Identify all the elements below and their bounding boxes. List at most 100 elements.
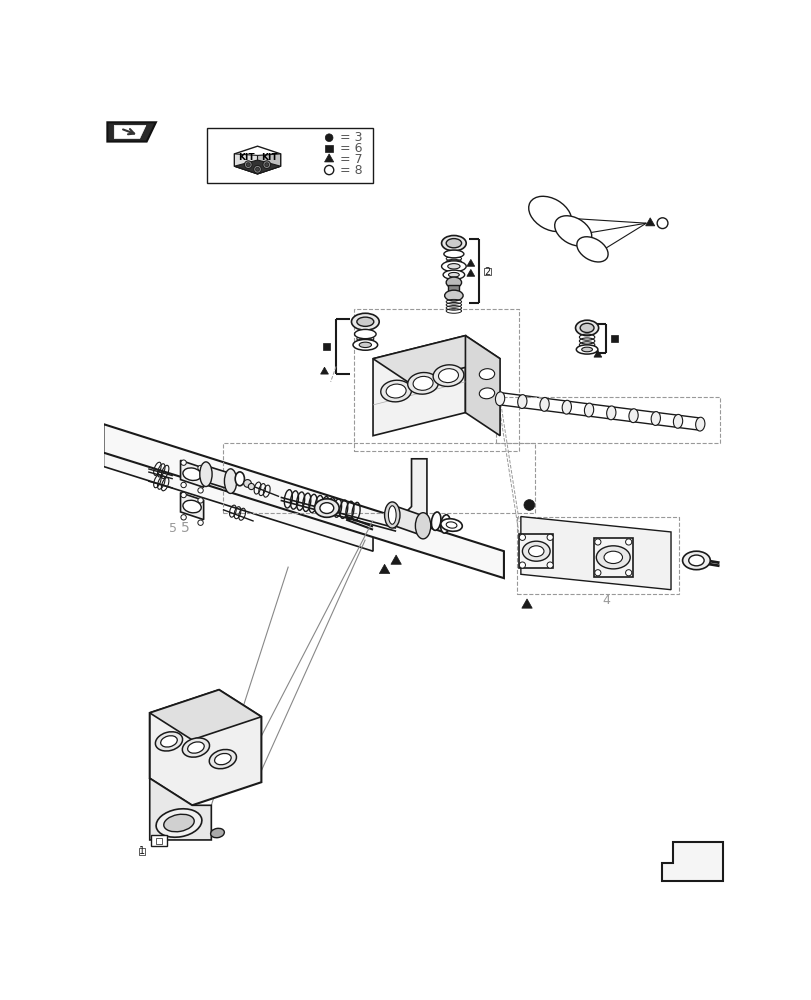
- Bar: [483, 268, 491, 275]
- Ellipse shape: [441, 261, 466, 272]
- Ellipse shape: [603, 551, 622, 564]
- Circle shape: [263, 161, 270, 169]
- Polygon shape: [320, 367, 328, 374]
- Polygon shape: [206, 466, 230, 490]
- Ellipse shape: [495, 392, 504, 406]
- Ellipse shape: [182, 500, 201, 513]
- Bar: [325, 145, 333, 152]
- Circle shape: [181, 515, 186, 520]
- Polygon shape: [103, 447, 372, 551]
- Ellipse shape: [161, 736, 177, 747]
- Ellipse shape: [235, 472, 244, 486]
- Polygon shape: [465, 336, 500, 436]
- Polygon shape: [234, 146, 281, 174]
- Polygon shape: [149, 778, 211, 840]
- Text: 4: 4: [602, 594, 610, 607]
- Polygon shape: [372, 336, 500, 382]
- Ellipse shape: [384, 502, 400, 528]
- Ellipse shape: [521, 541, 550, 561]
- Bar: [519, 534, 552, 568]
- Ellipse shape: [581, 347, 592, 352]
- Ellipse shape: [380, 380, 411, 402]
- Circle shape: [519, 562, 525, 568]
- Polygon shape: [234, 154, 257, 174]
- Circle shape: [324, 165, 333, 175]
- Ellipse shape: [446, 522, 457, 528]
- Bar: [222, 443, 534, 513]
- Bar: [611, 335, 617, 342]
- Polygon shape: [645, 218, 654, 226]
- Bar: [139, 848, 145, 855]
- Polygon shape: [180, 493, 204, 520]
- Text: 5: 5: [169, 522, 177, 535]
- Ellipse shape: [214, 753, 231, 765]
- Circle shape: [198, 520, 203, 525]
- Ellipse shape: [440, 519, 461, 531]
- Ellipse shape: [445, 239, 461, 248]
- Ellipse shape: [432, 365, 463, 386]
- Polygon shape: [521, 599, 532, 608]
- Ellipse shape: [156, 809, 202, 837]
- Polygon shape: [466, 259, 474, 266]
- Ellipse shape: [478, 388, 494, 399]
- Polygon shape: [390, 555, 401, 564]
- Circle shape: [624, 570, 631, 576]
- Polygon shape: [234, 160, 281, 174]
- Circle shape: [198, 488, 203, 493]
- Circle shape: [181, 492, 186, 498]
- Ellipse shape: [575, 320, 598, 336]
- Bar: [156, 838, 162, 844]
- Polygon shape: [257, 154, 281, 174]
- Ellipse shape: [517, 395, 526, 408]
- Circle shape: [198, 498, 203, 503]
- Ellipse shape: [682, 551, 710, 570]
- Ellipse shape: [688, 555, 703, 566]
- Ellipse shape: [579, 323, 594, 333]
- Ellipse shape: [164, 814, 194, 832]
- Text: 2: 2: [484, 267, 491, 277]
- Circle shape: [519, 534, 525, 540]
- Polygon shape: [372, 336, 465, 436]
- Ellipse shape: [672, 414, 682, 428]
- Ellipse shape: [584, 403, 593, 417]
- Ellipse shape: [595, 546, 629, 569]
- Polygon shape: [107, 122, 156, 142]
- Ellipse shape: [478, 369, 494, 380]
- Polygon shape: [661, 842, 723, 881]
- Text: = 8: = 8: [340, 164, 362, 177]
- Circle shape: [253, 165, 261, 173]
- Text: 1: 1: [139, 846, 145, 856]
- Ellipse shape: [444, 290, 462, 301]
- Bar: [354, 309, 519, 451]
- Ellipse shape: [182, 738, 209, 757]
- Ellipse shape: [407, 373, 438, 394]
- Ellipse shape: [353, 339, 377, 350]
- Ellipse shape: [388, 506, 396, 524]
- Ellipse shape: [440, 515, 449, 533]
- Ellipse shape: [431, 512, 440, 530]
- Bar: [151, 835, 166, 846]
- Bar: [594, 538, 632, 577]
- Ellipse shape: [356, 317, 373, 326]
- Ellipse shape: [695, 417, 704, 431]
- Polygon shape: [324, 154, 333, 162]
- Ellipse shape: [351, 313, 379, 330]
- Ellipse shape: [314, 499, 339, 517]
- Circle shape: [594, 539, 600, 545]
- Circle shape: [547, 562, 552, 568]
- Ellipse shape: [528, 196, 571, 232]
- Bar: [323, 343, 330, 350]
- Bar: [517, 517, 678, 594]
- Circle shape: [255, 167, 260, 171]
- Ellipse shape: [528, 546, 543, 557]
- Polygon shape: [149, 690, 261, 805]
- Ellipse shape: [576, 237, 607, 262]
- Polygon shape: [103, 424, 504, 578]
- Circle shape: [244, 161, 252, 169]
- Bar: [448, 285, 459, 291]
- Circle shape: [523, 500, 534, 510]
- Ellipse shape: [187, 742, 204, 753]
- Ellipse shape: [182, 468, 201, 480]
- Circle shape: [248, 483, 254, 490]
- Circle shape: [181, 482, 186, 488]
